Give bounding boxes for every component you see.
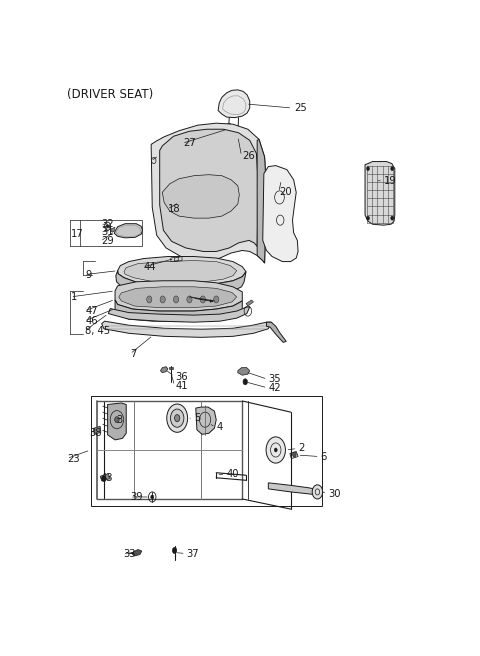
Polygon shape [115,281,242,311]
Circle shape [187,296,192,303]
Text: 40: 40 [227,469,239,479]
Polygon shape [263,165,298,262]
Circle shape [292,452,296,457]
Polygon shape [102,321,271,337]
Circle shape [391,216,394,220]
Polygon shape [238,367,250,375]
Circle shape [367,216,370,220]
Text: (DRIVER SEAT): (DRIVER SEAT) [67,89,154,102]
Polygon shape [218,90,250,117]
Polygon shape [119,287,237,308]
Circle shape [266,437,286,463]
Text: 26: 26 [242,151,255,161]
Polygon shape [162,174,240,218]
Circle shape [200,296,205,303]
Text: 35: 35 [268,375,281,384]
Polygon shape [236,132,240,134]
Polygon shape [268,483,321,495]
Text: 9: 9 [85,270,92,279]
Text: 33: 33 [123,548,136,558]
Polygon shape [116,271,246,296]
Text: 47: 47 [85,306,98,316]
Text: 25: 25 [294,103,307,113]
Text: 44: 44 [144,262,156,272]
Text: 23: 23 [67,453,80,464]
Polygon shape [132,550,142,556]
Circle shape [102,476,106,482]
Circle shape [167,404,188,432]
Text: 37: 37 [186,548,199,558]
Polygon shape [196,407,216,434]
Circle shape [367,167,370,171]
Polygon shape [110,227,115,232]
Text: 3: 3 [116,415,122,424]
Circle shape [107,225,109,228]
Text: 17: 17 [71,230,84,239]
Text: 4: 4 [216,422,223,432]
Text: 1: 1 [71,292,78,302]
Text: 19: 19 [384,176,396,186]
Polygon shape [257,139,266,263]
Text: 7: 7 [131,349,137,359]
Polygon shape [266,322,286,342]
Circle shape [173,296,179,303]
Text: 36: 36 [175,372,188,382]
Circle shape [147,296,152,303]
Polygon shape [160,367,168,373]
Polygon shape [114,224,143,238]
Circle shape [160,296,165,303]
Polygon shape [168,367,173,369]
Text: 6: 6 [321,451,327,462]
Text: 41: 41 [175,381,188,391]
Polygon shape [115,300,242,321]
Text: 2: 2 [298,443,304,453]
Polygon shape [246,300,253,306]
Circle shape [214,296,219,303]
Text: 20: 20 [279,188,292,197]
Text: 29: 29 [101,236,114,247]
Text: 30: 30 [328,489,340,499]
Circle shape [312,485,323,499]
Circle shape [274,448,277,452]
Text: 5: 5 [194,413,200,423]
Polygon shape [227,131,230,133]
Polygon shape [236,135,240,138]
Text: 39: 39 [131,492,144,502]
Polygon shape [227,127,230,129]
Circle shape [151,495,154,499]
Polygon shape [236,128,240,131]
Polygon shape [365,161,395,225]
Text: 18: 18 [168,204,180,214]
Text: 42: 42 [268,383,281,393]
Circle shape [175,415,180,422]
Polygon shape [100,474,110,481]
Polygon shape [124,260,237,282]
Polygon shape [108,403,126,440]
Circle shape [391,167,394,171]
Polygon shape [227,123,230,126]
Text: 32: 32 [101,219,114,229]
Polygon shape [108,307,250,322]
Text: 46: 46 [85,316,98,326]
Text: 38: 38 [90,428,102,438]
Text: 43: 43 [100,473,113,483]
Text: 31: 31 [101,227,114,237]
Polygon shape [151,123,266,263]
Text: 8, 45: 8, 45 [85,326,110,337]
Polygon shape [160,129,258,251]
Circle shape [115,417,119,422]
Circle shape [243,379,248,385]
Circle shape [170,409,184,427]
Polygon shape [118,256,246,286]
Circle shape [172,548,177,554]
Polygon shape [94,426,101,434]
Text: 27: 27 [183,138,195,148]
